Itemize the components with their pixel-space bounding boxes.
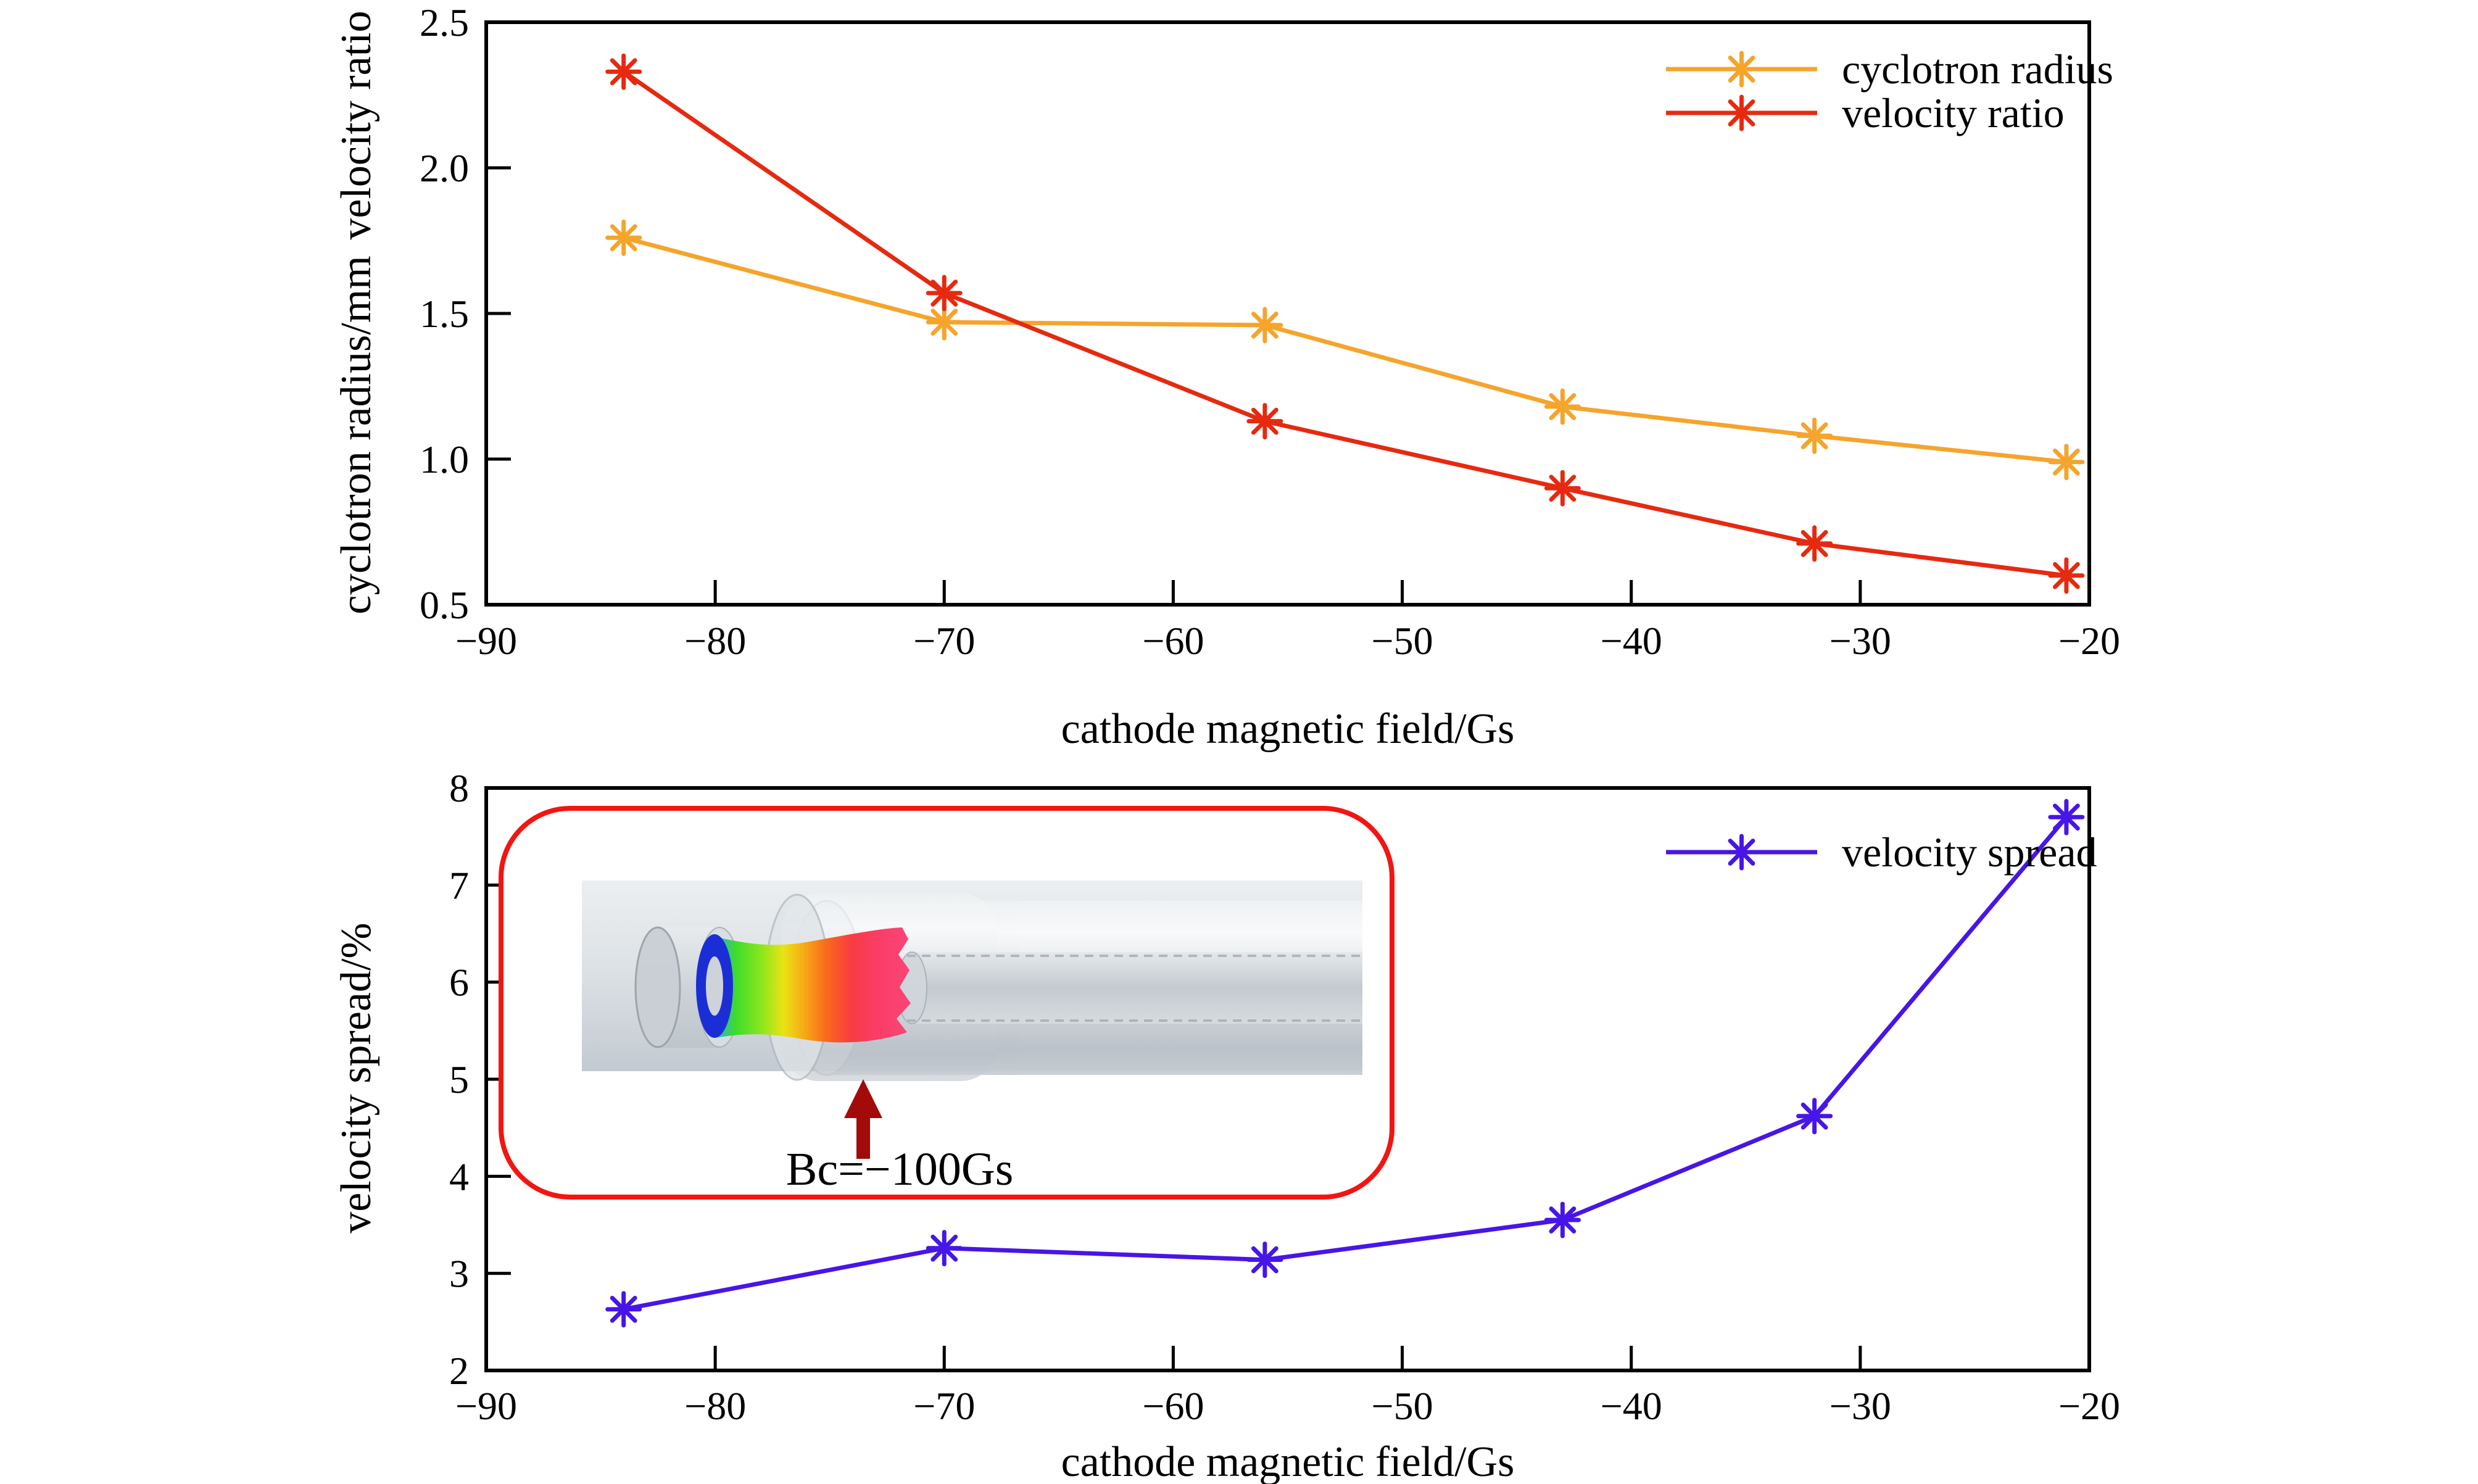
data-point-cyclotron-radius: [1796, 417, 1833, 454]
data-point-velocity-spread: [1544, 1201, 1581, 1238]
inset-label: Bc=−100Gs: [786, 1143, 1014, 1195]
x-tick-label: −40: [1601, 1384, 1662, 1428]
x-tick-label: −50: [1372, 619, 1433, 663]
bottom-chart-legend: velocity spread: [1666, 829, 2097, 876]
x-tick-label: −50: [1372, 1384, 1433, 1428]
x-tick-label: −80: [684, 619, 746, 663]
data-point-velocity-ratio: [926, 275, 963, 312]
y-tick-label: 2: [449, 1349, 469, 1393]
data-point-velocity-spread: [926, 1230, 963, 1267]
y-tick-label: 4: [449, 1154, 469, 1198]
top-chart-axes: −90 −80 −70 −60 −50 −40 −30 −20 0.5 1.0 1.5 2.0 2.5: [420, 1, 2120, 663]
y-tick-label: 1.0: [420, 437, 469, 481]
legend-label-velocity-spread: velocity spread: [1842, 829, 2097, 876]
x-tick-label: −40: [1601, 619, 1662, 663]
bottom-chart-axes: −90 −80 −70 −60 −50 −40 −30 −20 2 3 4 5 6 7 8: [449, 766, 2120, 1428]
top-chart-series: [605, 53, 2085, 594]
bottom-chart-xlabel: cathode magnetic field/Gs: [1061, 1438, 1515, 1484]
data-point-velocity-ratio: [1544, 470, 1581, 507]
x-tick-label: −30: [1829, 1384, 1891, 1428]
x-tick-label: −80: [684, 1384, 746, 1428]
legend-marker-cyclotron-radius: [1723, 51, 1760, 88]
x-tick-label: −90: [455, 1384, 517, 1428]
y-tick-label: 7: [449, 863, 469, 907]
inner-tube: [897, 951, 1362, 1024]
y-tick-label: 6: [449, 961, 469, 1005]
data-point-velocity-ratio: [1796, 525, 1833, 562]
top-chart-xlabel: cathode magnetic field/Gs: [1061, 705, 1515, 753]
x-tick-label: −60: [1142, 1384, 1204, 1428]
x-tick-label: −70: [913, 619, 975, 663]
data-point-velocity-spread: [1246, 1242, 1283, 1279]
top-chart-ylabel-cyclotron-radius: cyclotron radius/mm: [333, 255, 380, 614]
x-tick-label: −90: [455, 619, 517, 663]
series-line-cyclotron-radius: [623, 235, 2067, 465]
legend-marker-velocity-spread: [1723, 834, 1760, 871]
data-point-cyclotron-radius: [1544, 388, 1581, 425]
top-chart-ylabel-velocity-ratio: velocity ratio: [333, 10, 380, 239]
x-tick-label: −30: [1829, 619, 1891, 663]
y-tick-label: 8: [449, 766, 469, 810]
data-point-cyclotron-radius: [2048, 444, 2085, 481]
data-point-velocity-ratio: [2048, 557, 2085, 594]
legend-marker-velocity-ratio: [1723, 94, 1760, 131]
y-tick-label: 0.5: [420, 583, 469, 627]
series-line-velocity-ratio: [622, 70, 2067, 578]
y-tick-label: 1.5: [420, 292, 469, 336]
x-tick-label: −20: [2058, 1384, 2120, 1428]
data-point-velocity-spread: [2048, 798, 2085, 835]
bottom-chart-series: [605, 798, 2085, 1328]
data-point-cyclotron-radius: [926, 304, 963, 341]
bottom-chart-ylabel: velocity spread/%: [333, 922, 380, 1233]
data-point-velocity-ratio: [1246, 403, 1283, 440]
x-tick-label: −60: [1142, 619, 1204, 663]
data-point-velocity-ratio: [605, 53, 642, 90]
y-tick-label: 5: [449, 1058, 469, 1101]
data-point-velocity-spread: [605, 1291, 642, 1328]
top-chart: −90 −80 −70 −60 −50 −40 −30 −200.51.01.52.02.5 …: [333, 1, 2120, 753]
inset-callout: Bc=−100Gs: [499, 806, 1394, 1200]
data-point-cyclotron-radius: [605, 219, 642, 256]
electron-beam: [696, 927, 911, 1043]
y-tick-label: 3: [449, 1252, 469, 1296]
series-line-velocity-spread: [623, 815, 2068, 1312]
x-tick-label: −70: [913, 1384, 975, 1428]
legend-label-cyclotron-radius: cyclotron radius: [1842, 46, 2113, 93]
inset-simulation-image: [582, 881, 1362, 1081]
beam-body: [715, 927, 911, 1043]
data-point-cyclotron-radius: [1246, 307, 1283, 344]
y-tick-label: 2.0: [420, 146, 469, 190]
up-arrow-icon: [844, 1079, 882, 1159]
bottom-chart: −90 −80 −70 −60 −50 −40 −30 −20 2 3 4 5 6 7 8 velocity…: [333, 766, 2120, 1484]
y-tick-label: 2.5: [420, 1, 469, 44]
data-point-velocity-spread: [1796, 1098, 1833, 1135]
x-tick-label: −20: [2058, 619, 2120, 663]
legend-label-velocity-ratio: velocity ratio: [1842, 89, 2065, 136]
